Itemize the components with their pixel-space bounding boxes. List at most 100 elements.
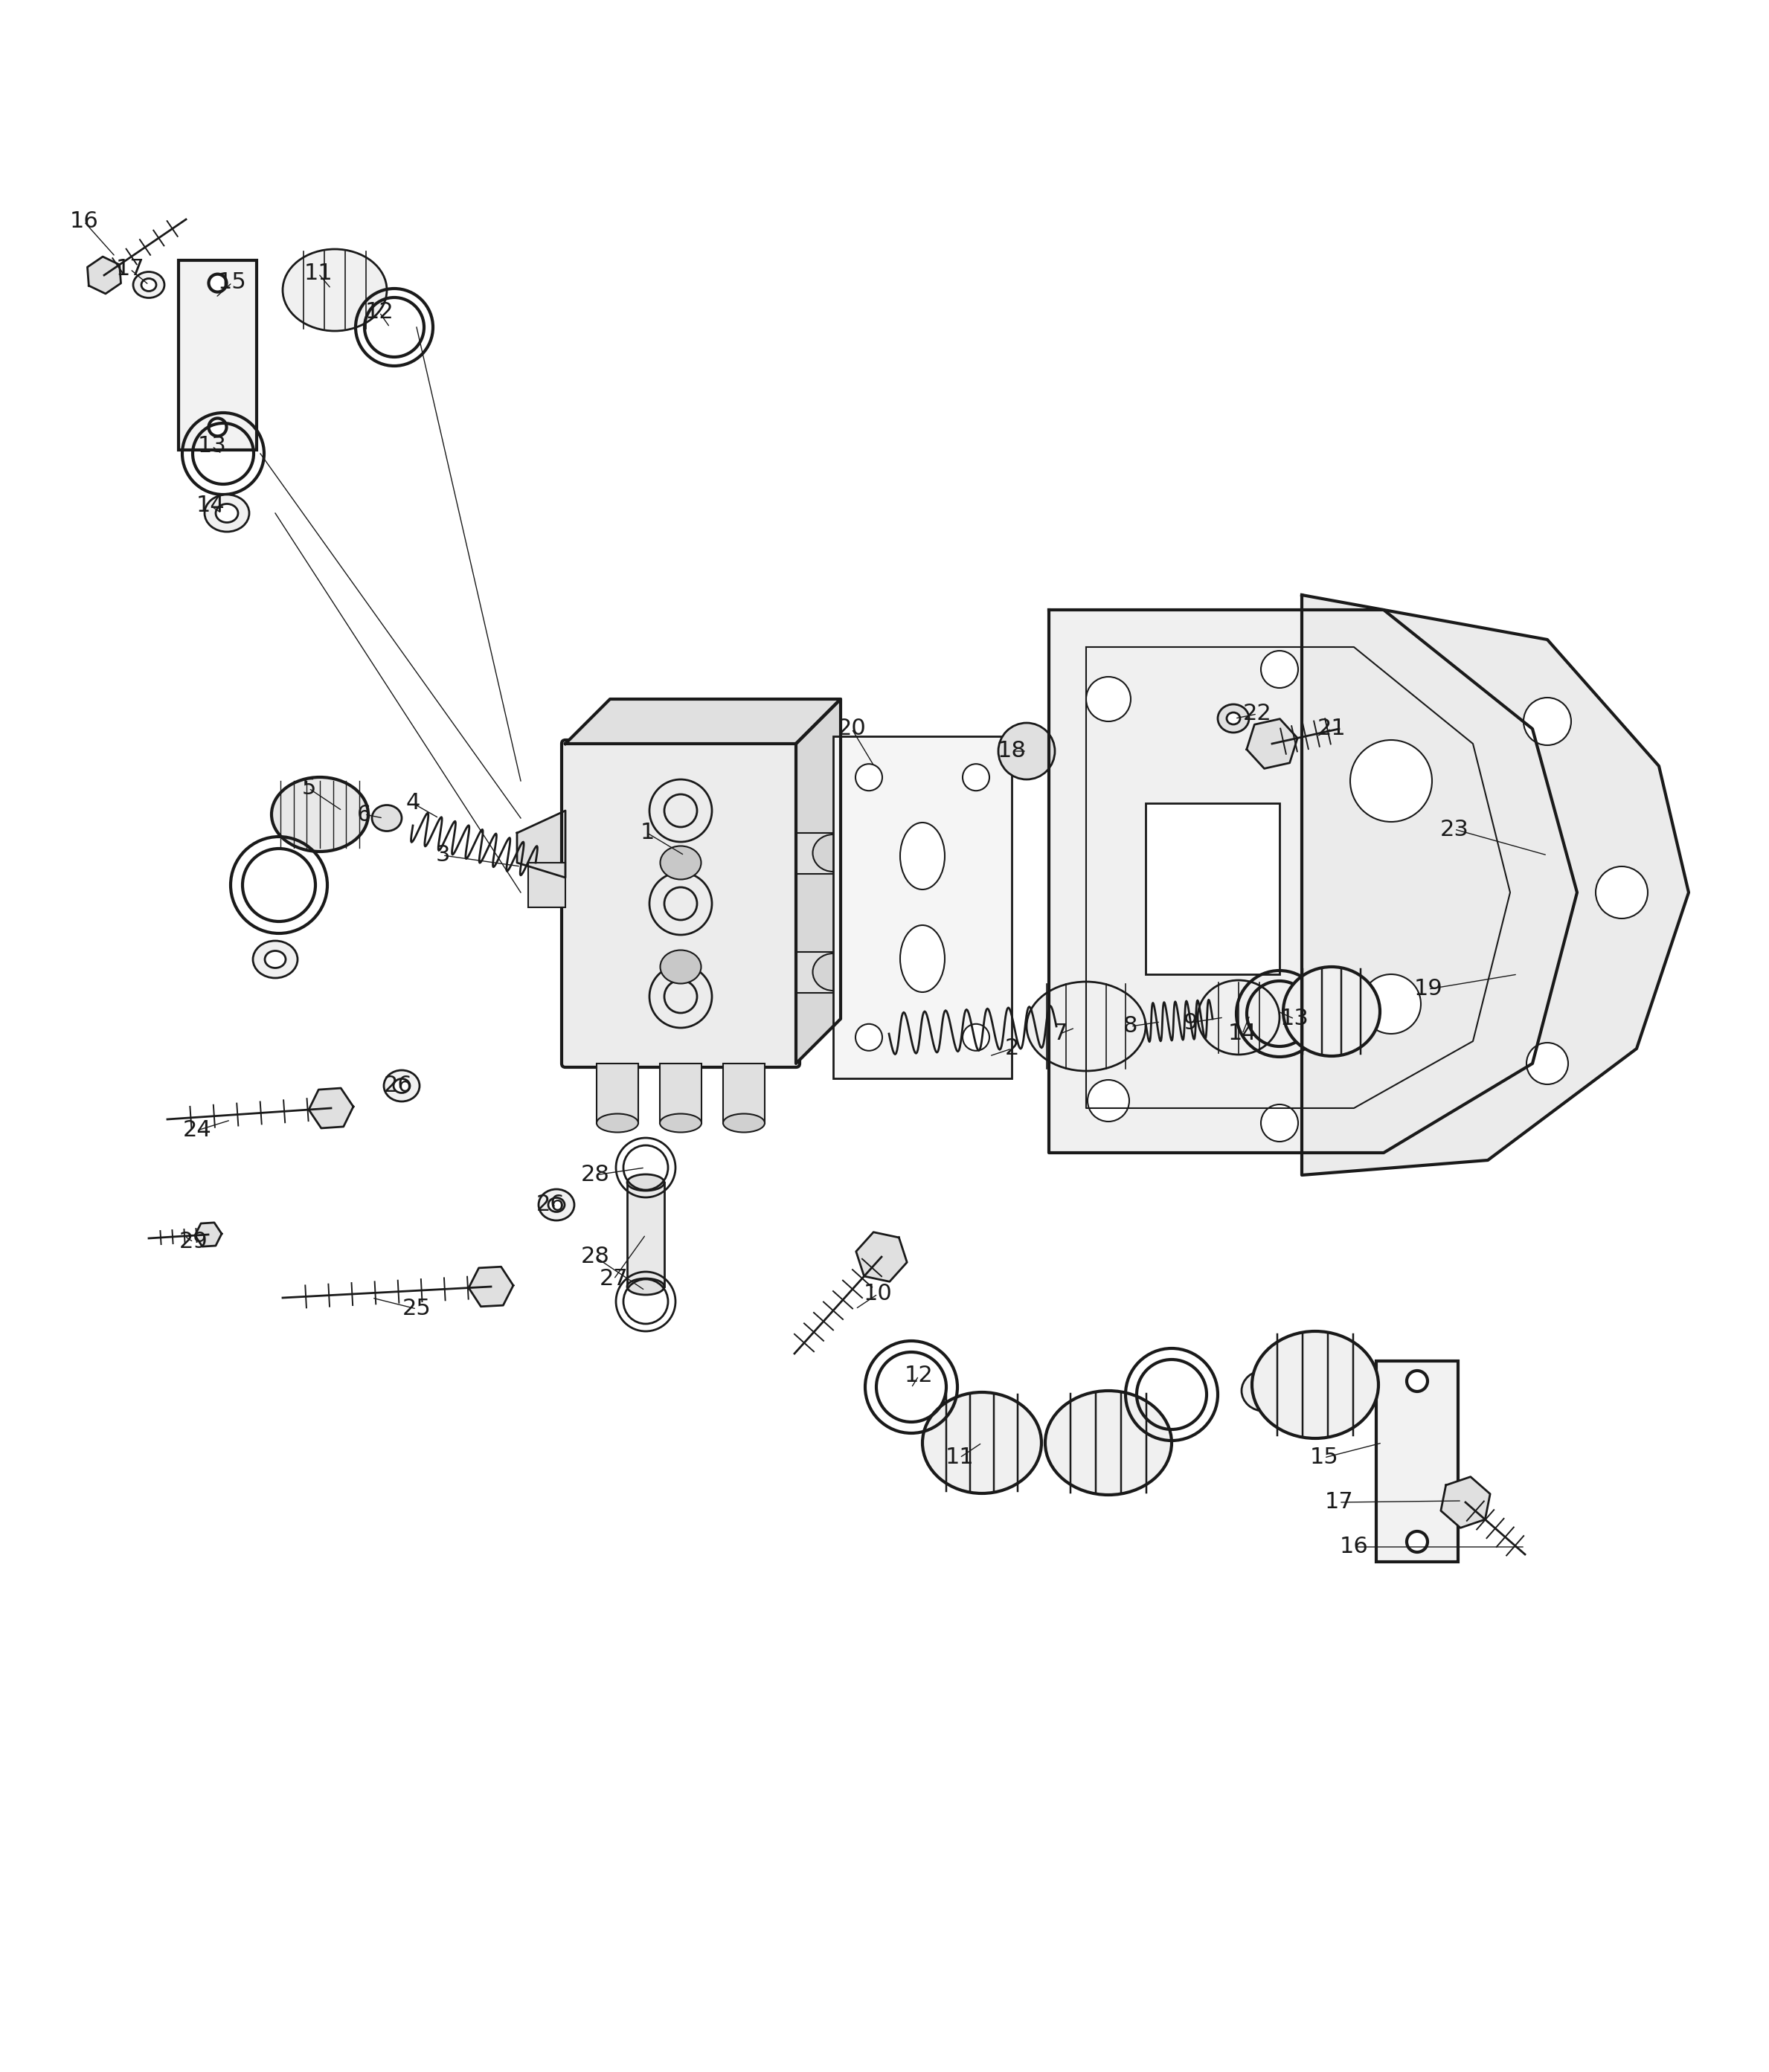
Text: 15: 15: [1309, 1446, 1339, 1469]
Text: 28: 28: [580, 1245, 610, 1268]
Bar: [626, 1183, 665, 1287]
Circle shape: [904, 941, 941, 978]
Text: 26: 26: [536, 1193, 564, 1216]
Text: 14: 14: [196, 495, 225, 516]
Text: 29: 29: [179, 1231, 207, 1254]
Ellipse shape: [1254, 1382, 1275, 1401]
Ellipse shape: [900, 823, 945, 889]
Text: 10: 10: [863, 1283, 892, 1305]
Ellipse shape: [1198, 980, 1279, 1055]
Ellipse shape: [1226, 713, 1240, 725]
Polygon shape: [1440, 1477, 1489, 1527]
Bar: [796, 833, 833, 874]
Bar: [1146, 804, 1279, 974]
Text: 5: 5: [301, 777, 317, 800]
Ellipse shape: [1451, 1488, 1481, 1515]
Bar: [1376, 1361, 1458, 1562]
Polygon shape: [796, 698, 840, 1063]
Polygon shape: [195, 1222, 221, 1247]
Circle shape: [1452, 783, 1493, 825]
Circle shape: [904, 837, 941, 874]
Ellipse shape: [393, 1080, 410, 1092]
Bar: [833, 736, 1012, 1077]
Circle shape: [209, 274, 226, 292]
Circle shape: [962, 765, 989, 792]
Text: 14: 14: [1228, 1024, 1256, 1044]
Text: 3: 3: [435, 845, 449, 866]
Text: 22: 22: [1244, 702, 1272, 725]
Ellipse shape: [724, 1115, 764, 1131]
Ellipse shape: [1045, 1390, 1171, 1494]
Bar: [596, 1063, 639, 1123]
Circle shape: [1088, 1080, 1129, 1121]
Ellipse shape: [216, 503, 239, 522]
Text: 26: 26: [384, 1075, 412, 1096]
FancyBboxPatch shape: [561, 740, 800, 1067]
Text: 16: 16: [69, 211, 99, 232]
Circle shape: [1596, 866, 1647, 918]
Ellipse shape: [548, 1198, 564, 1212]
Polygon shape: [469, 1266, 513, 1307]
Ellipse shape: [205, 495, 249, 533]
Circle shape: [1350, 740, 1433, 823]
Ellipse shape: [660, 845, 701, 879]
Circle shape: [1086, 678, 1130, 721]
Ellipse shape: [538, 1189, 575, 1220]
Text: 7: 7: [1053, 1024, 1067, 1044]
Ellipse shape: [812, 953, 854, 990]
Text: 28: 28: [580, 1164, 610, 1185]
Polygon shape: [566, 698, 840, 744]
Text: 18: 18: [998, 740, 1026, 762]
Text: 13: 13: [198, 435, 226, 458]
Polygon shape: [517, 810, 566, 879]
Bar: [660, 1063, 702, 1123]
Ellipse shape: [812, 835, 854, 872]
Circle shape: [998, 723, 1054, 779]
Circle shape: [1261, 651, 1298, 688]
Ellipse shape: [283, 249, 387, 332]
Ellipse shape: [1458, 1494, 1474, 1506]
Bar: [529, 862, 566, 908]
Circle shape: [1406, 1531, 1428, 1552]
Polygon shape: [1302, 595, 1689, 1175]
Polygon shape: [1049, 609, 1578, 1152]
Circle shape: [1362, 974, 1421, 1034]
Circle shape: [1261, 1104, 1298, 1142]
Ellipse shape: [371, 806, 402, 831]
Circle shape: [1523, 698, 1571, 746]
Text: 17: 17: [1325, 1492, 1353, 1513]
Ellipse shape: [596, 1115, 639, 1131]
Text: 23: 23: [1440, 818, 1468, 839]
Ellipse shape: [1026, 982, 1146, 1071]
Ellipse shape: [271, 777, 368, 852]
Circle shape: [1406, 1372, 1428, 1392]
Polygon shape: [87, 257, 120, 294]
Ellipse shape: [660, 951, 701, 984]
Ellipse shape: [1283, 968, 1380, 1057]
Ellipse shape: [1242, 1370, 1288, 1411]
Text: 27: 27: [600, 1268, 628, 1291]
Ellipse shape: [626, 1278, 665, 1295]
Text: 15: 15: [218, 271, 246, 294]
Bar: [724, 1063, 764, 1123]
Text: 2: 2: [1005, 1038, 1019, 1059]
Ellipse shape: [626, 1175, 665, 1191]
Ellipse shape: [1217, 704, 1249, 733]
Ellipse shape: [253, 941, 297, 978]
Text: 13: 13: [1281, 1009, 1309, 1030]
Ellipse shape: [384, 1071, 419, 1102]
Polygon shape: [856, 1233, 907, 1283]
Text: 12: 12: [364, 303, 394, 323]
Text: 24: 24: [182, 1119, 212, 1142]
Text: 8: 8: [1123, 1015, 1137, 1038]
Text: 19: 19: [1413, 978, 1444, 1001]
Text: 6: 6: [357, 804, 371, 825]
Circle shape: [856, 1024, 883, 1051]
Ellipse shape: [142, 278, 156, 292]
Text: 11: 11: [304, 263, 333, 284]
Ellipse shape: [660, 1115, 702, 1131]
Text: 20: 20: [837, 719, 867, 740]
Text: 25: 25: [402, 1299, 432, 1320]
Text: 1: 1: [640, 823, 655, 843]
Ellipse shape: [265, 951, 285, 968]
